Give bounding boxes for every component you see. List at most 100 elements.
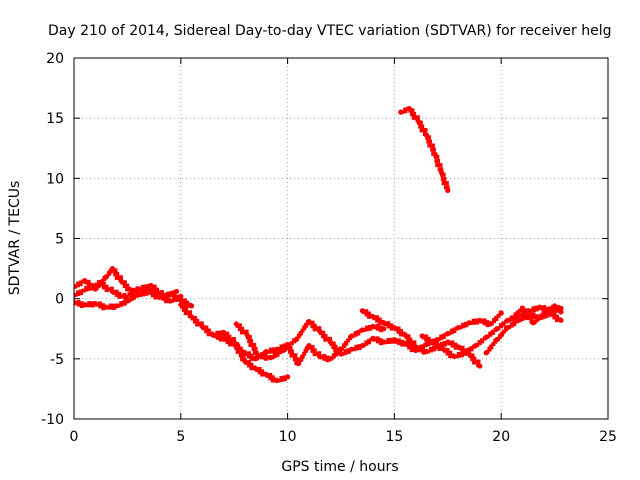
data-marker	[108, 269, 113, 274]
data-marker	[86, 279, 91, 284]
data-marker	[228, 342, 233, 347]
data-marker	[343, 350, 348, 355]
data-marker	[513, 313, 518, 318]
data-marker	[468, 353, 473, 358]
data-marker	[375, 315, 380, 320]
data-marker	[517, 318, 522, 323]
data-marker	[542, 305, 547, 310]
data-point	[381, 326, 387, 332]
data-marker	[270, 378, 275, 383]
data-marker	[375, 318, 380, 323]
data-marker	[396, 338, 401, 343]
series-track-g	[285, 323, 387, 367]
data-point	[173, 288, 180, 295]
data-marker	[529, 315, 534, 320]
data-marker	[464, 323, 469, 328]
data-marker	[420, 345, 425, 350]
data-marker	[76, 292, 81, 297]
data-marker	[443, 348, 448, 353]
data-marker	[493, 339, 498, 344]
data-marker	[87, 303, 92, 308]
data-marker	[246, 354, 251, 359]
data-marker	[303, 349, 308, 354]
data-marker	[539, 315, 544, 320]
data-marker	[76, 299, 81, 304]
data-marker	[227, 338, 232, 343]
data-marker	[383, 340, 388, 345]
data-marker	[521, 308, 526, 313]
data-marker	[442, 176, 447, 181]
data-marker	[536, 316, 541, 321]
data-marker	[86, 286, 91, 291]
data-marker	[312, 327, 317, 332]
data-marker	[260, 352, 265, 357]
data-marker	[458, 346, 463, 351]
data-marker	[428, 139, 433, 144]
data-marker	[403, 109, 408, 114]
data-marker	[364, 309, 369, 314]
data-marker	[218, 334, 223, 339]
data-marker	[304, 346, 309, 351]
data-marker	[408, 337, 413, 342]
data-point	[558, 317, 564, 323]
data-marker	[479, 319, 484, 324]
data-marker	[439, 336, 444, 341]
data-marker	[215, 332, 220, 337]
data-marker	[117, 295, 122, 300]
data-marker	[331, 354, 336, 359]
data-marker	[389, 323, 394, 328]
data-marker	[426, 340, 431, 345]
data-marker	[492, 319, 497, 324]
data-marker	[437, 346, 442, 351]
data-marker	[218, 337, 223, 342]
data-marker	[86, 283, 91, 288]
data-marker	[448, 354, 453, 359]
data-marker	[288, 345, 293, 350]
data-marker	[482, 318, 487, 323]
data-marker	[206, 328, 211, 333]
data-marker	[295, 336, 300, 341]
data-marker	[95, 302, 100, 307]
data-marker	[461, 324, 466, 329]
data-marker	[466, 348, 471, 353]
data-marker	[553, 308, 558, 313]
data-marker	[244, 360, 249, 365]
data-marker	[116, 275, 121, 280]
data-marker	[411, 115, 416, 120]
data-marker	[182, 301, 187, 306]
data-marker	[407, 342, 412, 347]
data-marker	[260, 355, 265, 360]
data-marker	[496, 336, 501, 341]
data-marker	[444, 181, 449, 186]
data-marker	[118, 275, 123, 280]
data-marker	[111, 268, 116, 273]
data-marker	[424, 337, 429, 342]
data-marker	[494, 316, 499, 321]
data-marker	[282, 344, 287, 349]
data-marker	[460, 345, 465, 350]
data-marker	[181, 307, 186, 312]
data-marker	[179, 304, 184, 309]
data-marker	[176, 296, 181, 301]
data-marker	[150, 285, 155, 290]
data-marker	[415, 115, 420, 120]
data-marker	[523, 312, 528, 317]
data-marker	[101, 306, 106, 311]
data-marker	[499, 332, 504, 337]
data-marker	[79, 301, 84, 306]
data-marker	[314, 351, 319, 356]
data-marker	[329, 356, 334, 361]
data-marker	[215, 335, 220, 340]
data-marker	[389, 326, 394, 331]
y-tick-label: 10	[46, 171, 64, 187]
data-marker	[132, 289, 137, 294]
data-marker	[223, 337, 228, 342]
data-marker	[502, 329, 507, 334]
data-marker	[472, 356, 477, 361]
data-marker	[400, 110, 405, 115]
data-marker	[480, 339, 485, 344]
data-marker	[517, 308, 522, 313]
data-point	[558, 309, 564, 315]
data-marker	[509, 323, 514, 328]
